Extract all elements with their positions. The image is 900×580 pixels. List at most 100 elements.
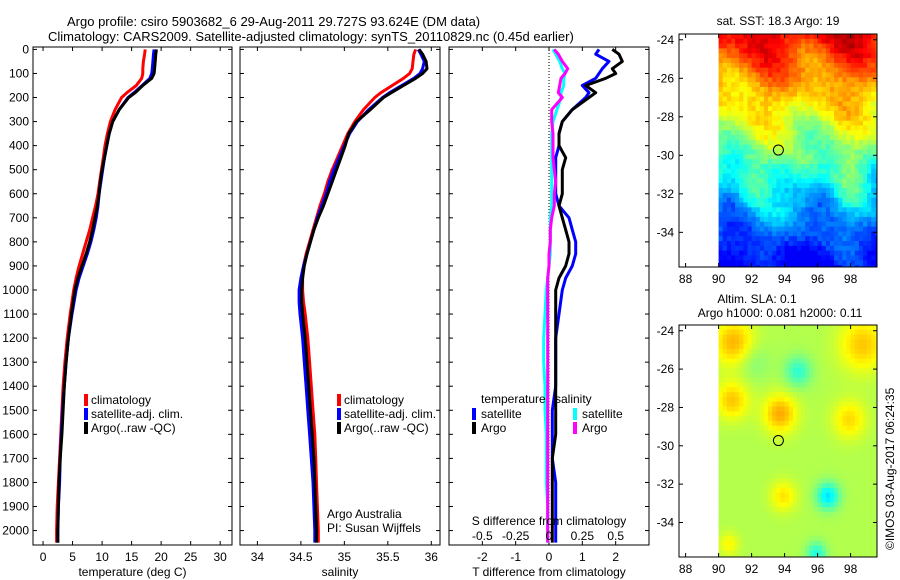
map-cell [731, 483, 736, 489]
map-cell [747, 349, 753, 355]
map-cell [788, 183, 794, 189]
map-cell [780, 111, 786, 117]
map-cell [755, 120, 761, 126]
map-cell [772, 154, 777, 160]
map-cell [731, 87, 736, 93]
map-cell [739, 344, 744, 350]
map-cell [850, 363, 856, 369]
map-cell [858, 444, 864, 451]
map-cell [834, 368, 839, 374]
map-cell [788, 382, 794, 388]
map-cell [776, 231, 781, 237]
map-cell [755, 555, 761, 557]
map-cell [867, 497, 872, 503]
map-cell [751, 130, 757, 136]
map-cell [747, 464, 753, 470]
map-cell [764, 255, 769, 261]
map-cell [731, 363, 736, 369]
map-cell [846, 135, 852, 141]
map-cell [805, 207, 810, 213]
map-cell [825, 387, 831, 393]
map-cell [817, 540, 823, 546]
map-cell [825, 535, 831, 542]
y-tick-label: -30 [657, 439, 675, 453]
map-cell [751, 497, 757, 503]
map-cell [784, 488, 790, 494]
map-cell [867, 344, 872, 350]
map-cell [867, 521, 872, 527]
series-line-climatology [55, 49, 147, 543]
map-cell [797, 159, 802, 165]
map-cell [801, 101, 806, 107]
map-cell [772, 173, 777, 179]
map-cell [739, 377, 744, 383]
map-cell [726, 502, 732, 508]
map-cell [858, 231, 864, 237]
map-cell [813, 245, 819, 252]
map-cell [759, 183, 765, 189]
map-cell [726, 159, 732, 165]
map-cell [797, 115, 802, 122]
map-cell [854, 392, 860, 398]
map-cell [813, 382, 819, 388]
map-cell [830, 473, 835, 479]
map-cell [788, 406, 794, 412]
map-cell [834, 535, 839, 542]
map-cell [834, 231, 839, 237]
map-cell [830, 502, 835, 508]
map-cell [846, 120, 852, 126]
map-cell [797, 396, 802, 403]
map-cell [842, 91, 847, 98]
map-cell [731, 382, 736, 388]
map-cell [821, 173, 827, 179]
map-cell [875, 67, 877, 73]
map-cell [838, 382, 843, 388]
map-cell [809, 216, 814, 223]
map-cell [875, 459, 877, 465]
map-cell [747, 425, 753, 431]
map-cell [863, 349, 868, 355]
map-cell [854, 440, 860, 446]
map-cell [797, 440, 802, 446]
map-cell [792, 120, 798, 126]
map-cell [825, 372, 831, 379]
map-cell [854, 77, 860, 83]
map-cell [792, 464, 798, 470]
map-cell [780, 115, 786, 122]
map-cell [805, 502, 810, 508]
map-cell [858, 154, 864, 160]
map-cell [788, 550, 794, 556]
map-cell [825, 349, 831, 355]
map-cell [776, 173, 781, 179]
map-cell [776, 349, 781, 355]
map-cell [764, 511, 769, 518]
series-line-temperature-satellite [550, 48, 611, 543]
map-cell [846, 555, 852, 557]
map-cell [792, 430, 798, 436]
map-cell [809, 425, 814, 431]
map-cell [825, 468, 831, 475]
map-cell [813, 531, 819, 537]
map-cell [788, 468, 794, 475]
map-cell [788, 325, 794, 331]
map-cell [842, 183, 847, 189]
map-cell [792, 164, 798, 170]
map-cell [755, 502, 761, 508]
map-cell [850, 164, 856, 170]
map-cell [842, 492, 847, 499]
map-cell [809, 401, 814, 407]
map-cell [772, 382, 777, 388]
map-cell [817, 82, 823, 88]
map-cell [792, 545, 798, 551]
map-cell [867, 459, 872, 465]
map-cell [776, 492, 781, 499]
map-cell [821, 216, 827, 223]
map-cell [871, 96, 876, 102]
map-cell [776, 420, 781, 427]
map-cell [747, 58, 753, 64]
legend-swatch [472, 422, 476, 434]
map-cell [718, 464, 724, 470]
map-cell [805, 221, 810, 227]
map-cell [780, 212, 786, 218]
map-cell [834, 401, 839, 407]
